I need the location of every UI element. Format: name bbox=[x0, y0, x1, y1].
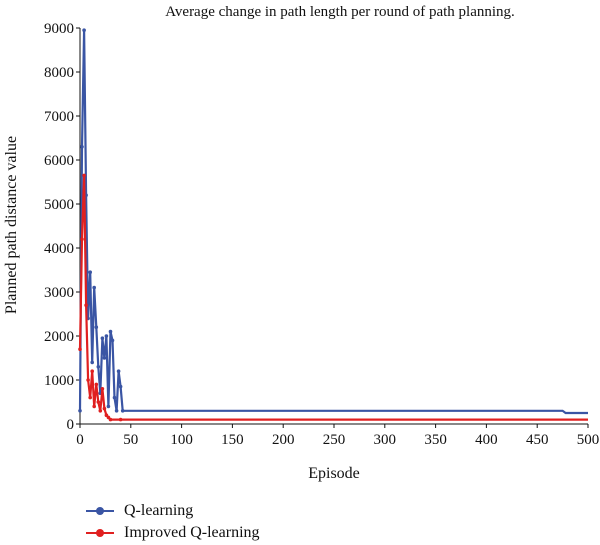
data-point-improved-q-learning bbox=[86, 378, 90, 382]
x-tick-label: 0 bbox=[76, 432, 84, 448]
y-tick-label: 3000 bbox=[44, 285, 74, 301]
series-line-q-learning bbox=[78, 30, 588, 415]
data-point-improved-q-learning bbox=[84, 303, 88, 308]
data-point-improved-q-learning bbox=[98, 409, 103, 413]
axes: 0 50 100 150 200 250 300 350 400 450 5000100020003… bbox=[44, 21, 599, 448]
x-tick-label: 100 bbox=[170, 432, 193, 448]
y-tick-label: 9000 bbox=[44, 21, 74, 37]
legend-label-improved-q-learning: Improved Q-learning bbox=[124, 524, 260, 541]
x-tick-label: 150 bbox=[221, 432, 244, 448]
legend-label-q-learning: Q-learning bbox=[124, 502, 194, 519]
x-tick-label: 50 bbox=[123, 432, 138, 448]
x-axis-title: Episode bbox=[308, 465, 360, 482]
legend-item-q-learning: Q-learning bbox=[86, 500, 260, 522]
data-point-q-learning bbox=[118, 384, 123, 389]
x-tick-label: 400 bbox=[475, 432, 498, 448]
data-point-q-learning bbox=[88, 270, 92, 275]
data-point-q-learning bbox=[94, 325, 99, 330]
chart-title: Average change in path length per round … bbox=[165, 4, 515, 20]
x-tick-label: 500 bbox=[577, 432, 600, 448]
y-tick-label: 2000 bbox=[44, 329, 74, 345]
data-point-improved-q-learning bbox=[82, 173, 86, 178]
data-point-q-learning bbox=[92, 285, 96, 290]
data-point-improved-q-learning bbox=[118, 417, 123, 422]
series-q-learning bbox=[78, 28, 588, 415]
data-point-q-learning bbox=[106, 404, 111, 409]
legend-swatch-q-learning bbox=[86, 504, 114, 518]
data-point-improved-q-learning bbox=[96, 400, 101, 404]
y-tick-label: 4000 bbox=[44, 241, 74, 257]
y-tick-label: 7000 bbox=[44, 109, 74, 125]
data-point-improved-q-learning bbox=[88, 395, 92, 400]
data-point-q-learning bbox=[116, 369, 121, 374]
series-line-improved-q-learning bbox=[78, 175, 588, 421]
legend-swatch-improved-q-learning bbox=[86, 526, 114, 540]
y-tick-label: 8000 bbox=[44, 65, 74, 81]
data-point-improved-q-learning bbox=[92, 404, 96, 409]
data-point-q-learning bbox=[82, 28, 86, 32]
y-tick-label: 1000 bbox=[44, 373, 74, 389]
data-point-improved-q-learning bbox=[108, 417, 113, 422]
data-point-q-learning bbox=[102, 356, 107, 360]
data-point-q-learning bbox=[80, 145, 84, 149]
legend-dot-q-learning bbox=[96, 507, 104, 515]
x-tick-label: 250 bbox=[323, 432, 346, 448]
series-layer bbox=[78, 28, 588, 422]
y-tick-label: 0 bbox=[67, 417, 75, 433]
y-axis-title: Planned path distance value bbox=[3, 136, 20, 314]
data-point-q-learning bbox=[104, 334, 109, 338]
x-tick-label: 200 bbox=[272, 432, 295, 448]
data-point-q-learning bbox=[114, 409, 119, 413]
legend-dot-improved-q-learning bbox=[96, 529, 104, 537]
y-tick-label: 6000 bbox=[44, 153, 74, 169]
data-point-improved-q-learning bbox=[102, 406, 107, 411]
data-point-improved-q-learning bbox=[80, 237, 84, 241]
data-point-q-learning bbox=[96, 365, 101, 369]
data-point-q-learning bbox=[78, 409, 82, 413]
legend: Q-learning Improved Q-learning bbox=[86, 500, 260, 544]
data-point-q-learning bbox=[90, 360, 94, 365]
data-point-q-learning bbox=[112, 395, 117, 400]
y-tick-label: 5000 bbox=[44, 197, 74, 213]
data-point-q-learning bbox=[110, 338, 115, 343]
x-tick-label: 350 bbox=[424, 432, 447, 448]
x-tick-label: 300 bbox=[374, 432, 397, 448]
data-point-improved-q-learning bbox=[78, 347, 82, 352]
legend-item-improved-q-learning: Improved Q-learning bbox=[86, 522, 260, 544]
series-improved-q-learning bbox=[78, 173, 588, 422]
data-point-improved-q-learning bbox=[100, 387, 105, 391]
data-point-improved-q-learning bbox=[94, 382, 99, 387]
data-point-improved-q-learning bbox=[90, 369, 94, 374]
x-tick-label: 450 bbox=[526, 432, 549, 448]
data-point-q-learning bbox=[108, 329, 113, 334]
data-point-q-learning bbox=[100, 336, 105, 341]
data-point-q-learning bbox=[120, 409, 125, 413]
